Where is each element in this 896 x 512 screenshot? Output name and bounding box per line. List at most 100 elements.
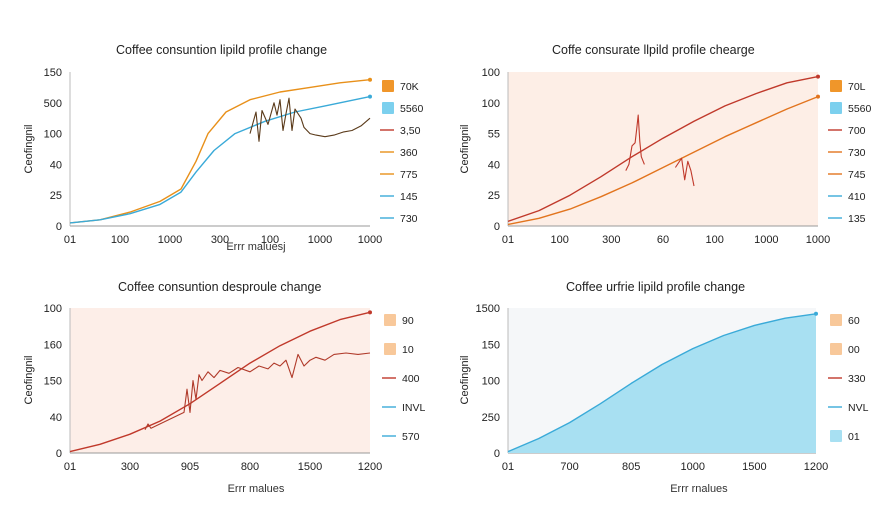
chart-2-svg: 0 25 40 55 100 100 01 100 300 60 100 1000 1000 Ceofin… [459, 67, 872, 246]
legend-swatch [830, 80, 842, 92]
plot-area [70, 308, 370, 453]
y-tick-label: 150 [44, 67, 62, 79]
series-end-point [368, 310, 372, 315]
x-tick-label: 01 [64, 234, 76, 246]
legend-label: 360 [400, 147, 418, 159]
x-axis-label: Errr rnalues [670, 483, 728, 495]
legend-label: INVL [402, 402, 426, 414]
x-tick-label: 800 [241, 461, 259, 473]
y-tick-label: 150 [482, 339, 500, 351]
y-tick-label: 0 [494, 448, 500, 460]
y-tick-label: 40 [50, 159, 62, 171]
y-tick-label: 40 [50, 412, 62, 424]
chart-panel-4: Coffee urfrie lipild profile change 0 250… [456, 276, 876, 508]
y-axis-label: Ceofingnil [459, 125, 471, 174]
legend-swatch [382, 80, 394, 92]
legend-label: 5560 [400, 103, 424, 115]
x-tick-label: 1000 [358, 234, 382, 246]
legend-label: 3,50 [400, 125, 421, 137]
legend-label: 70K [400, 81, 419, 93]
chart-1-svg: 0 25 40 100 500 150 01 100 1000 300 100 1000 1000 Ceo… [23, 67, 424, 253]
series-line-noisy [249, 97, 371, 142]
legend-swatch [830, 343, 842, 355]
legend-label: 745 [848, 169, 866, 181]
chart-3-svg: 0 40 150 160 100 01 300 905 800 1500 1200 Ceofingni… [23, 303, 426, 495]
x-tick-label: 1200 [358, 461, 382, 473]
legend-label: 00 [848, 344, 860, 356]
legend-label: 775 [400, 169, 418, 181]
series-line-spike2 [674, 157, 695, 187]
y-tick-label: 100 [482, 376, 500, 388]
x-tick-label: 100 [261, 234, 279, 246]
legend-label: 730 [848, 147, 866, 159]
legend-label: 60 [848, 315, 860, 327]
y-tick-label: 25 [50, 190, 62, 202]
x-tick-label: 01 [502, 234, 514, 246]
x-tick-label: 100 [550, 234, 568, 246]
legend-label: 70L [848, 81, 866, 93]
series-end-point [816, 74, 820, 79]
y-tick-label: 100 [44, 303, 62, 315]
x-tick-label: 1200 [804, 461, 828, 473]
y-tick-label: 0 [494, 221, 500, 233]
legend-label: 90 [402, 315, 414, 327]
y-tick-label: 500 [44, 98, 62, 110]
legend-swatch [384, 314, 396, 326]
x-axis-label: Errr malues [228, 483, 285, 495]
legend-label: 135 [848, 213, 866, 225]
series-end-point [816, 94, 820, 99]
x-tick-label: 100 [705, 234, 723, 246]
x-tick-label: 905 [181, 461, 199, 473]
y-tick-label: 100 [44, 129, 62, 141]
y-tick-label: 55 [488, 129, 500, 141]
legend-label: 01 [848, 431, 860, 443]
legend-label: 145 [400, 191, 418, 203]
legend-label: 10 [402, 344, 414, 356]
x-tick-label: 300 [602, 234, 620, 246]
series-line-noisy [144, 352, 371, 431]
legend-swatch [830, 430, 842, 442]
x-tick-label: 1000 [806, 234, 830, 246]
x-tick-label: 01 [502, 461, 514, 473]
x-axis-label: Errr maluesj [226, 241, 285, 253]
x-tick-label: 300 [211, 234, 229, 246]
x-tick-label: 1500 [298, 461, 322, 473]
x-tick-label: 700 [560, 461, 578, 473]
series-line-red [507, 75, 819, 223]
series-line-blue-area [507, 313, 817, 453]
series-line-orange [69, 79, 371, 224]
chart-panel-2: Coffe consurate llpild profile chearge 0… [456, 38, 876, 268]
x-tick-label: 1000 [308, 234, 332, 246]
x-tick-label: 60 [657, 234, 669, 246]
series-end-point [814, 311, 818, 316]
x-tick-label: 1000 [754, 234, 778, 246]
x-tick-label: 805 [622, 461, 640, 473]
x-tick-label: 300 [121, 461, 139, 473]
y-tick-label: 1500 [476, 303, 500, 315]
legend-label: 730 [400, 213, 418, 225]
y-tick-label: 0 [56, 448, 62, 460]
legend-label: 5560 [848, 103, 872, 115]
chart-title: Coffee consuntion desproule change [118, 280, 322, 294]
x-tick-label: 100 [111, 234, 129, 246]
x-tick-label: 01 [64, 461, 76, 473]
y-tick-label: 100 [482, 98, 500, 110]
y-tick-label: 160 [44, 339, 62, 351]
series-area-blue-area [508, 313, 816, 453]
legend-label: 330 [848, 373, 866, 385]
y-tick-label: 25 [488, 190, 500, 202]
y-tick-label: 150 [44, 376, 62, 388]
series-line-red [69, 311, 371, 453]
chart-4-svg: 0 250 100 150 1500 01 700 805 1000 1500 1200 Ceofin… [459, 303, 869, 495]
series-end-point [368, 94, 372, 99]
plot-area [70, 72, 370, 226]
y-tick-label: 100 [482, 67, 500, 79]
x-tick-label: 1500 [742, 461, 766, 473]
y-tick-label: 250 [482, 412, 500, 424]
legend-label: NVL [848, 402, 869, 414]
y-axis-label: Ceofingnil [23, 125, 35, 174]
legend-label: 400 [402, 373, 420, 385]
legend-label: 700 [848, 125, 866, 137]
legend-swatch [830, 102, 842, 114]
y-axis-label: Ceofingnil [23, 356, 35, 405]
